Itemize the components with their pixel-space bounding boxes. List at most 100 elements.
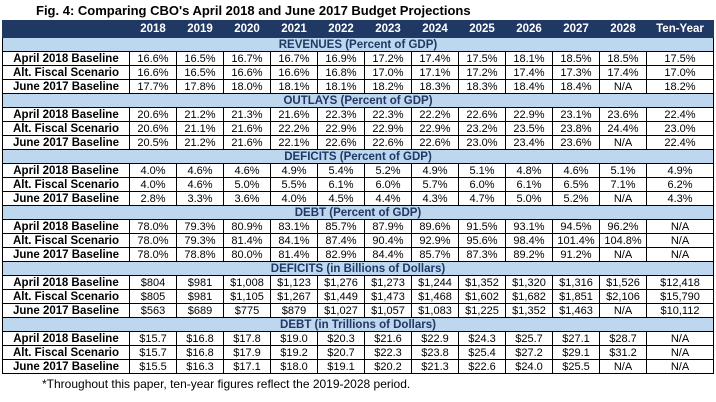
- value-cell: $1,352: [458, 275, 506, 290]
- value-cell: 18.1%: [505, 51, 553, 66]
- value-cell: $1,468: [411, 289, 459, 304]
- value-cell: 5.7%: [411, 177, 459, 192]
- value-cell: N/A: [646, 247, 714, 262]
- value-cell: 18.2%: [646, 79, 714, 94]
- value-cell: 23.8%: [552, 121, 600, 136]
- value-cell: $17.1: [223, 359, 271, 374]
- value-cell: 83.1%: [270, 219, 318, 234]
- value-cell: 80.0%: [223, 247, 271, 262]
- value-cell: N/A: [599, 303, 647, 318]
- value-cell: 22.9%: [364, 121, 412, 136]
- value-cell: 6.1%: [505, 177, 553, 192]
- section-header-row: DEBT (Percent of GDP): [2, 205, 714, 220]
- value-cell: 4.6%: [176, 177, 224, 192]
- value-cell: 5.5%: [270, 177, 318, 192]
- value-cell: $2,106: [599, 289, 647, 304]
- value-cell: N/A: [599, 79, 647, 94]
- value-cell: 20.5%: [129, 135, 177, 150]
- value-cell: $15.7: [129, 331, 177, 346]
- value-cell: 24.4%: [599, 121, 647, 136]
- row-label: Alt. Fiscal Scenario: [2, 121, 130, 136]
- row-label: June 2017 Baseline: [2, 191, 130, 206]
- table-row: June 2017 Baseline 2.8% 3.3% 3.6% 4.0% 4.5% 4.…: [2, 191, 714, 206]
- value-cell: 80.9%: [223, 219, 271, 234]
- section-header: DEBT (Percent of GDP): [2, 205, 714, 220]
- value-cell: 16.6%: [223, 65, 271, 80]
- section-header: OUTLAYS (Percent of GDP): [2, 93, 714, 108]
- value-cell: $21.3: [411, 359, 459, 374]
- value-cell: 23.0%: [458, 135, 506, 150]
- value-cell: 84.1%: [270, 233, 318, 248]
- value-cell: 17.4%: [599, 65, 647, 80]
- value-cell: 22.3%: [317, 107, 365, 122]
- value-cell: 18.2%: [364, 79, 412, 94]
- value-cell: 18.3%: [411, 79, 459, 94]
- value-cell: $16.8: [176, 331, 224, 346]
- figure-title: Fig. 4: Comparing CBO's April 2018 and J…: [36, 3, 471, 18]
- year-header: 2020: [223, 20, 271, 38]
- value-cell: 5.0%: [505, 191, 553, 206]
- value-cell: 22.1%: [270, 135, 318, 150]
- value-cell: 87.9%: [364, 219, 412, 234]
- value-cell: $21.6: [364, 331, 412, 346]
- value-cell: $24.3: [458, 331, 506, 346]
- value-cell: 6.0%: [458, 177, 506, 192]
- value-cell: 98.4%: [505, 233, 553, 248]
- table-row: June 2017 Baseline 78.0% 78.8% 80.0% 81.4% 82…: [2, 247, 714, 262]
- footnote: *Throughout this paper, ten-year figures…: [42, 377, 411, 391]
- row-label: June 2017 Baseline: [2, 135, 130, 150]
- value-cell: 4.4%: [364, 191, 412, 206]
- value-cell: 91.5%: [458, 219, 506, 234]
- value-cell: 16.6%: [129, 51, 177, 66]
- value-cell: 6.1%: [317, 177, 365, 192]
- value-cell: 5.1%: [458, 163, 506, 178]
- value-cell: 17.0%: [646, 65, 714, 80]
- value-cell: $1,057: [364, 303, 412, 318]
- value-cell: $1,526: [599, 275, 647, 290]
- table-row: April 2018 Baseline 20.6% 21.2% 21.3% 21.6% 2…: [2, 107, 714, 122]
- value-cell: 6.2%: [646, 177, 714, 192]
- value-cell: 18.0%: [223, 79, 271, 94]
- value-cell: $20.7: [317, 345, 365, 360]
- value-cell: 78.8%: [176, 247, 224, 262]
- value-cell: 21.6%: [270, 107, 318, 122]
- value-cell: 78.0%: [129, 247, 177, 262]
- value-cell: 5.1%: [599, 163, 647, 178]
- value-cell: 4.7%: [458, 191, 506, 206]
- value-cell: 85.7%: [411, 247, 459, 262]
- value-cell: 21.2%: [176, 107, 224, 122]
- value-cell: 23.2%: [458, 121, 506, 136]
- value-cell: 18.4%: [552, 79, 600, 94]
- value-cell: N/A: [599, 359, 647, 374]
- value-cell: N/A: [599, 135, 647, 150]
- section-header-row: REVENUES (Percent of GDP): [2, 37, 714, 52]
- row-label: April 2018 Baseline: [2, 163, 130, 178]
- value-cell: $1,320: [505, 275, 553, 290]
- value-cell: 17.2%: [458, 65, 506, 80]
- value-cell: $805: [129, 289, 177, 304]
- value-cell: 18.5%: [552, 51, 600, 66]
- row-label: Alt. Fiscal Scenario: [2, 65, 130, 80]
- year-header: 2018: [129, 20, 177, 38]
- value-cell: 18.1%: [317, 79, 365, 94]
- value-cell: $1,273: [364, 275, 412, 290]
- value-cell: $29.1: [552, 345, 600, 360]
- value-cell: $1,083: [411, 303, 459, 318]
- year-header: 2022: [317, 20, 365, 38]
- row-label: June 2017 Baseline: [2, 247, 130, 262]
- section-header: DEFICITS (Percent of GDP): [2, 149, 714, 164]
- value-cell: 4.3%: [646, 191, 714, 206]
- year-header: 2023: [364, 20, 412, 38]
- table-row: June 2017 Baseline 20.5% 21.2% 21.6% 22.1% 22…: [2, 135, 714, 150]
- value-cell: 16.5%: [176, 51, 224, 66]
- row-label: June 2017 Baseline: [2, 359, 130, 374]
- value-cell: $981: [176, 289, 224, 304]
- table-row: Alt. Fiscal Scenario 20.6% 21.1% 21.6% 22.2%…: [2, 121, 714, 136]
- value-cell: 4.6%: [223, 163, 271, 178]
- value-cell: N/A: [599, 247, 647, 262]
- value-cell: $25.7: [505, 331, 553, 346]
- value-cell: 16.5%: [176, 65, 224, 80]
- value-cell: 4.6%: [176, 163, 224, 178]
- table-row: April 2018 Baseline $15.7 $16.8 $17.8 $19.0 $…: [2, 331, 714, 346]
- table-row: April 2018 Baseline 16.6% 16.5% 16.7% 16.7% 1…: [2, 51, 714, 66]
